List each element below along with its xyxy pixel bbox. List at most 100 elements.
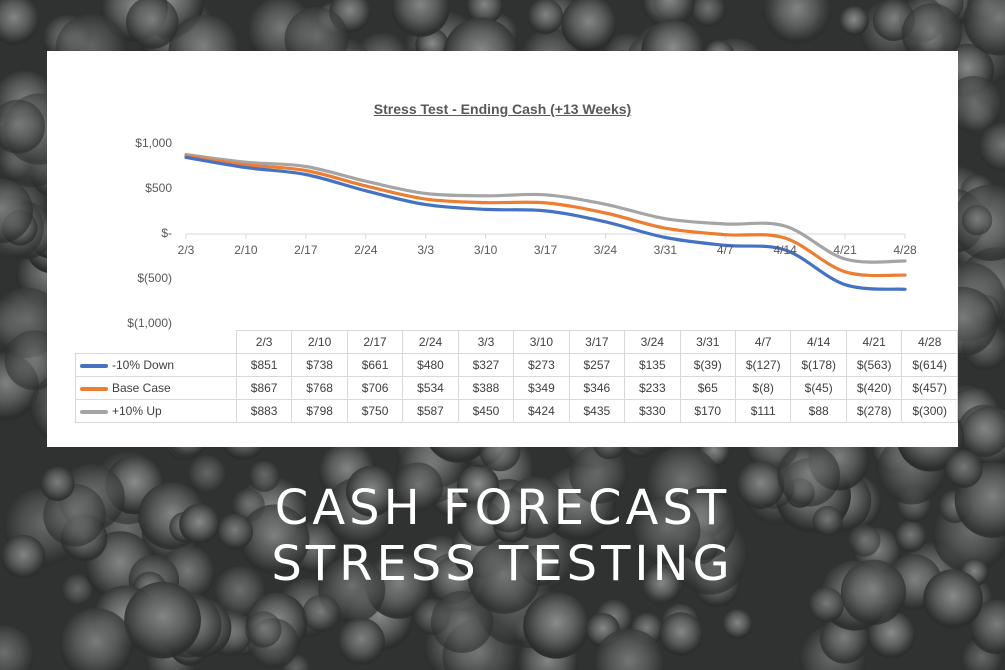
- data-table-row-down: -10% Down $851 $738 $661 $480 $327 $273 …: [75, 353, 958, 377]
- table-cell: $(457): [901, 376, 958, 400]
- x-tick-label: 3/10: [473, 243, 498, 257]
- y-tick-label: $(500): [137, 271, 172, 285]
- table-header-cell: 2/10: [291, 330, 348, 354]
- tree-canopy: [0, 99, 45, 154]
- y-tick-label: $-: [161, 226, 172, 240]
- table-cell: $(278): [845, 399, 903, 423]
- table-header-cell: 3/31: [679, 330, 736, 354]
- tree-canopy: [239, 504, 310, 575]
- table-cell: $388: [457, 376, 515, 400]
- legend-entry-down: -10% Down: [75, 353, 237, 377]
- tree-canopy: [840, 559, 907, 625]
- table-cell: $(420): [845, 376, 903, 400]
- table-header-cell: 2/17: [346, 330, 404, 354]
- x-tick-label: 3/3: [417, 243, 434, 257]
- table-cell: $330: [624, 399, 681, 423]
- table-header-cell: 2/3: [235, 330, 293, 354]
- tree-canopy: [632, 496, 701, 565]
- tree-canopy: [957, 404, 1005, 458]
- tree-canopy: [895, 520, 927, 553]
- x-tick-label: 3/31: [653, 243, 677, 257]
- table-header-cell: 4/14: [790, 330, 847, 354]
- legend-entry-up: +10% Up: [75, 399, 237, 423]
- tree-canopy: [245, 611, 282, 648]
- y-tick-label: $500: [145, 181, 172, 195]
- table-cell: $(45): [790, 376, 847, 400]
- tree-canopy: [978, 122, 1005, 172]
- x-tick-label: 4/14: [773, 243, 797, 257]
- tree-canopy: [839, 6, 869, 36]
- table-cell: $(300): [901, 399, 958, 423]
- x-tick-label: 2/24: [354, 243, 378, 257]
- tree-canopy: [61, 574, 94, 607]
- data-table-header-row: 2/3 2/10 2/17 2/24 3/3 3/10 3/17 3/24 3/…: [76, 330, 958, 354]
- tree-canopy: [561, 0, 617, 52]
- x-tick-label: 2/10: [234, 243, 258, 257]
- legend-label: -10% Down: [112, 358, 175, 372]
- tree-canopy: [777, 444, 840, 507]
- data-table: 2/3 2/10 2/17 2/24 3/3 3/10 3/17 3/24 3/…: [75, 330, 958, 423]
- tree-canopy: [812, 505, 843, 537]
- tree-canopy: [722, 609, 753, 640]
- table-header-cell: 4/7: [734, 330, 792, 354]
- tree-canopy: [391, 0, 450, 37]
- table-cell: $738: [291, 353, 348, 377]
- table-cell: $435: [568, 399, 626, 423]
- x-tick-label: 4/28: [893, 243, 917, 257]
- tree-canopy: [393, 462, 443, 512]
- table-cell: $(39): [679, 353, 736, 377]
- tree-canopy: [763, 0, 832, 45]
- legend-label: +10% Up: [112, 404, 162, 418]
- tree-canopy: [944, 76, 1003, 134]
- tree-canopy: [0, 0, 40, 46]
- table-cell: $135: [624, 353, 681, 377]
- tree-canopy: [302, 594, 341, 633]
- table-cell: $233: [624, 376, 681, 400]
- table-cell: $450: [457, 399, 515, 423]
- table-cell: $(614): [901, 353, 958, 377]
- tree-canopy: [59, 608, 133, 670]
- table-cell: $111: [734, 399, 792, 423]
- table-cell: $768: [291, 376, 348, 400]
- tree-canopy: [961, 205, 993, 236]
- table-cell: $661: [346, 353, 404, 377]
- table-cell: $480: [402, 353, 459, 377]
- tree-canopy: [216, 513, 253, 550]
- tree-canopy: [523, 592, 590, 659]
- tree-canopy: [0, 178, 33, 244]
- tree-canopy: [337, 617, 385, 666]
- table-cell: $349: [513, 376, 570, 400]
- caption-line-1: CASH FORECAST: [274, 480, 731, 536]
- tree-canopy: [457, 464, 500, 507]
- table-cell: $(563): [845, 353, 903, 377]
- tree-canopy: [126, 0, 179, 49]
- tree-canopy: [430, 590, 494, 654]
- table-cell: $346: [568, 376, 626, 400]
- table-cell: $534: [402, 376, 459, 400]
- tree-canopy: [248, 460, 280, 492]
- tree-canopy: [527, 0, 564, 35]
- line-chart: [184, 152, 907, 291]
- tree-canopy: [923, 569, 983, 629]
- chart-title: Stress Test - Ending Cash (+13 Weeks): [373, 101, 632, 117]
- tree-canopy: [467, 541, 541, 614]
- tree-canopy: [690, 0, 726, 28]
- table-cell: $798: [291, 399, 348, 423]
- table-cell: $170: [679, 399, 736, 423]
- legend-entry-base: Base Case: [75, 376, 237, 400]
- tree-canopy: [736, 461, 785, 510]
- table-header-cell: 3/10: [513, 330, 570, 354]
- x-tick-label: 3/17: [533, 243, 558, 257]
- tree-canopy: [593, 628, 665, 670]
- data-table-row-up: +10% Up $883 $798 $750 $587 $450 $424 $4…: [75, 399, 958, 423]
- table-cell: $851: [235, 353, 293, 377]
- tree-canopy: [569, 445, 628, 504]
- tree-canopy: [963, 0, 1005, 56]
- table-header-cell: 4/28: [901, 330, 958, 354]
- legend-swatch-down: [80, 363, 108, 368]
- tree-canopy: [40, 466, 75, 501]
- table-cell: $327: [457, 353, 515, 377]
- table-cell: $587: [402, 399, 459, 423]
- table-cell: $867: [235, 376, 293, 400]
- table-cell: $65: [679, 376, 736, 400]
